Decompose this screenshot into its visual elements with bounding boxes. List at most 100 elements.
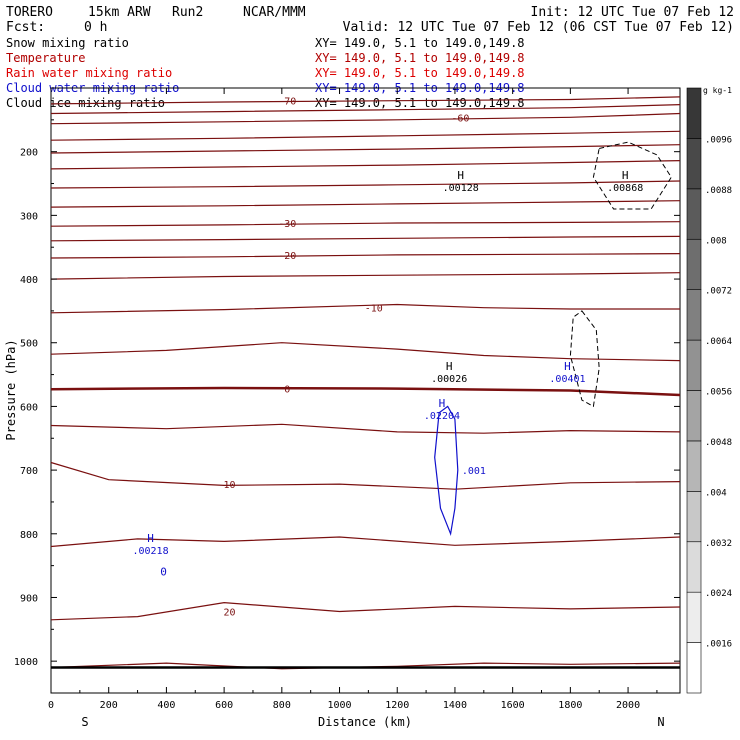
x-tick-label: 1800 (558, 700, 582, 711)
temperature-contour (50, 96, 681, 105)
legend-label: Temperature (6, 51, 85, 65)
colorbar-tick-label: .0024 (705, 589, 732, 599)
x-tick-label: 600 (215, 700, 233, 711)
extremum-marker: 0 (160, 566, 167, 579)
colorbar-unit: g kg-1 (703, 86, 732, 95)
legend-xy: XY= 149.0, 5.1 to 149.0,149.8 (315, 66, 525, 80)
legend-xy: XY= 149.0, 5.1 to 149.0,149.8 (315, 51, 525, 65)
x-tick-label: 200 (100, 700, 118, 711)
y-tick-label: 400 (20, 275, 38, 286)
colorbar: .0016 .0024 .0032 .004 .0048 .0056 .0064 .0072.… (686, 87, 732, 694)
extremum-marker: H (564, 360, 571, 373)
x-tick-label: 0 (48, 700, 54, 711)
temperature-contour (50, 130, 681, 141)
x-axis-title: Distance (km) (318, 715, 412, 729)
temperature-contour-label: -20 (278, 251, 296, 262)
legend: Snow mixing ratio XY= 149.0, 5.1 to 149.0… (6, 36, 525, 110)
header-org: NCAR/MMM (243, 5, 306, 20)
temperature-contour (50, 386, 681, 397)
temperature-contour (50, 104, 681, 115)
x-end-right: N (657, 715, 664, 729)
colorbar-swatch (686, 87, 702, 139)
x-tick-label: 1000 (327, 700, 351, 711)
y-tick-label: 300 (20, 211, 38, 222)
temperature-contour (50, 536, 681, 548)
colorbar-swatch (686, 339, 702, 391)
header-valid: Valid: 12 UTC Tue 07 Feb 12 (06 CST Tue … (343, 20, 734, 35)
colorbar-tick-label: .0096 (705, 135, 732, 145)
y-tick-label: 700 (20, 466, 38, 477)
x-tick-label: 1400 (443, 700, 467, 711)
y-axis-title: Pressure (hPa) (4, 339, 18, 440)
y-tick-label: 200 (20, 148, 38, 159)
plot-frame (50, 87, 681, 694)
temperature-contour (50, 303, 680, 314)
legend-xy: XY= 149.0, 5.1 to 149.0,149.8 (315, 96, 525, 110)
colorbar-tick-label: .0016 (705, 640, 732, 650)
extremum-value: .00401 (549, 374, 585, 385)
legend-label: Snow mixing ratio (6, 36, 129, 50)
colorbar-swatch (686, 591, 702, 643)
cloud-ice-contour (592, 141, 672, 210)
x-tick-label: 1600 (501, 700, 525, 711)
legend-xy: XY= 149.0, 5.1 to 149.0,149.8 (315, 36, 525, 50)
x-tick-label: 1200 (385, 700, 409, 711)
axes-layer: 0 200 400 600 800 1000 1200 1400 1600 1800 2000200… (14, 88, 680, 711)
temperature-contour-label: 0 (284, 385, 290, 396)
extremum-value: .00026 (431, 374, 467, 385)
header-fcst-value: 0 h (84, 20, 107, 35)
extremum-marker: H (622, 169, 629, 182)
annotation-layer: H.00128H.00868H.00026H.00401H.02204H.002… (132, 169, 643, 579)
temperature-contour-label: -10 (365, 304, 383, 315)
colorbar-swatch (686, 238, 702, 290)
colorbar-tick-label: .0056 (705, 388, 732, 398)
colorbar-tick-label: .004 (705, 488, 727, 498)
colorbar-swatch (686, 440, 702, 492)
x-end-left: S (81, 715, 88, 729)
contour-layer: -70 -60 -30 -20 -10 0 10 20 .001 (50, 96, 681, 670)
header-init: Init: 12 UTC Tue 07 Feb 12 (531, 5, 735, 20)
cloud-ice-contour (569, 310, 600, 408)
temperature-contour (50, 342, 681, 362)
cloud-water-contour (434, 405, 459, 537)
extremum-value: .00128 (443, 183, 479, 194)
cloud-water-contour-label: .001 (462, 466, 486, 477)
y-tick-label: 600 (20, 402, 38, 413)
header-grid: 15km ARW (88, 5, 151, 20)
temperature-contour (50, 160, 681, 170)
y-tick-label: 500 (20, 339, 38, 350)
temperature-contour-label: -70 (278, 97, 296, 108)
extremum-value: .00218 (132, 546, 168, 557)
temperature-contour-label: 20 (224, 607, 236, 618)
extremum-marker: H (446, 360, 453, 373)
y-tick-label: 900 (20, 593, 38, 604)
temperature-contour (50, 235, 681, 242)
colorbar-tick-label: .008 (705, 236, 727, 246)
extremum-marker: H (147, 532, 154, 545)
temperature-contour (50, 461, 681, 490)
colorbar-swatch (686, 289, 702, 341)
temperature-contour (50, 200, 681, 208)
extremum-marker: H (439, 397, 446, 410)
temperature-contour (50, 253, 681, 259)
y-tick-label: 800 (20, 530, 38, 541)
x-tick-label: 2000 (616, 700, 640, 711)
y-tick-label: 1000 (14, 657, 38, 668)
header-model: TORERO (6, 5, 53, 20)
colorbar-swatch (686, 491, 702, 543)
colorbar-swatch (686, 541, 702, 593)
x-tick-label: 800 (273, 700, 291, 711)
temperature-contour (50, 144, 681, 154)
temperature-contour (50, 423, 681, 434)
temperature-contour-label: -30 (278, 219, 296, 230)
colorbar-swatch (686, 642, 702, 694)
temperature-contour (50, 112, 681, 125)
temperature-contour (50, 272, 681, 280)
temperature-contour-label: -60 (451, 113, 469, 124)
colorbar-tick-label: .0072 (705, 287, 732, 297)
extremum-value: .02204 (424, 411, 460, 422)
colorbar-swatch (686, 138, 702, 190)
x-tick-label: 400 (157, 700, 175, 711)
colorbar-tick-label: .0032 (705, 539, 732, 549)
